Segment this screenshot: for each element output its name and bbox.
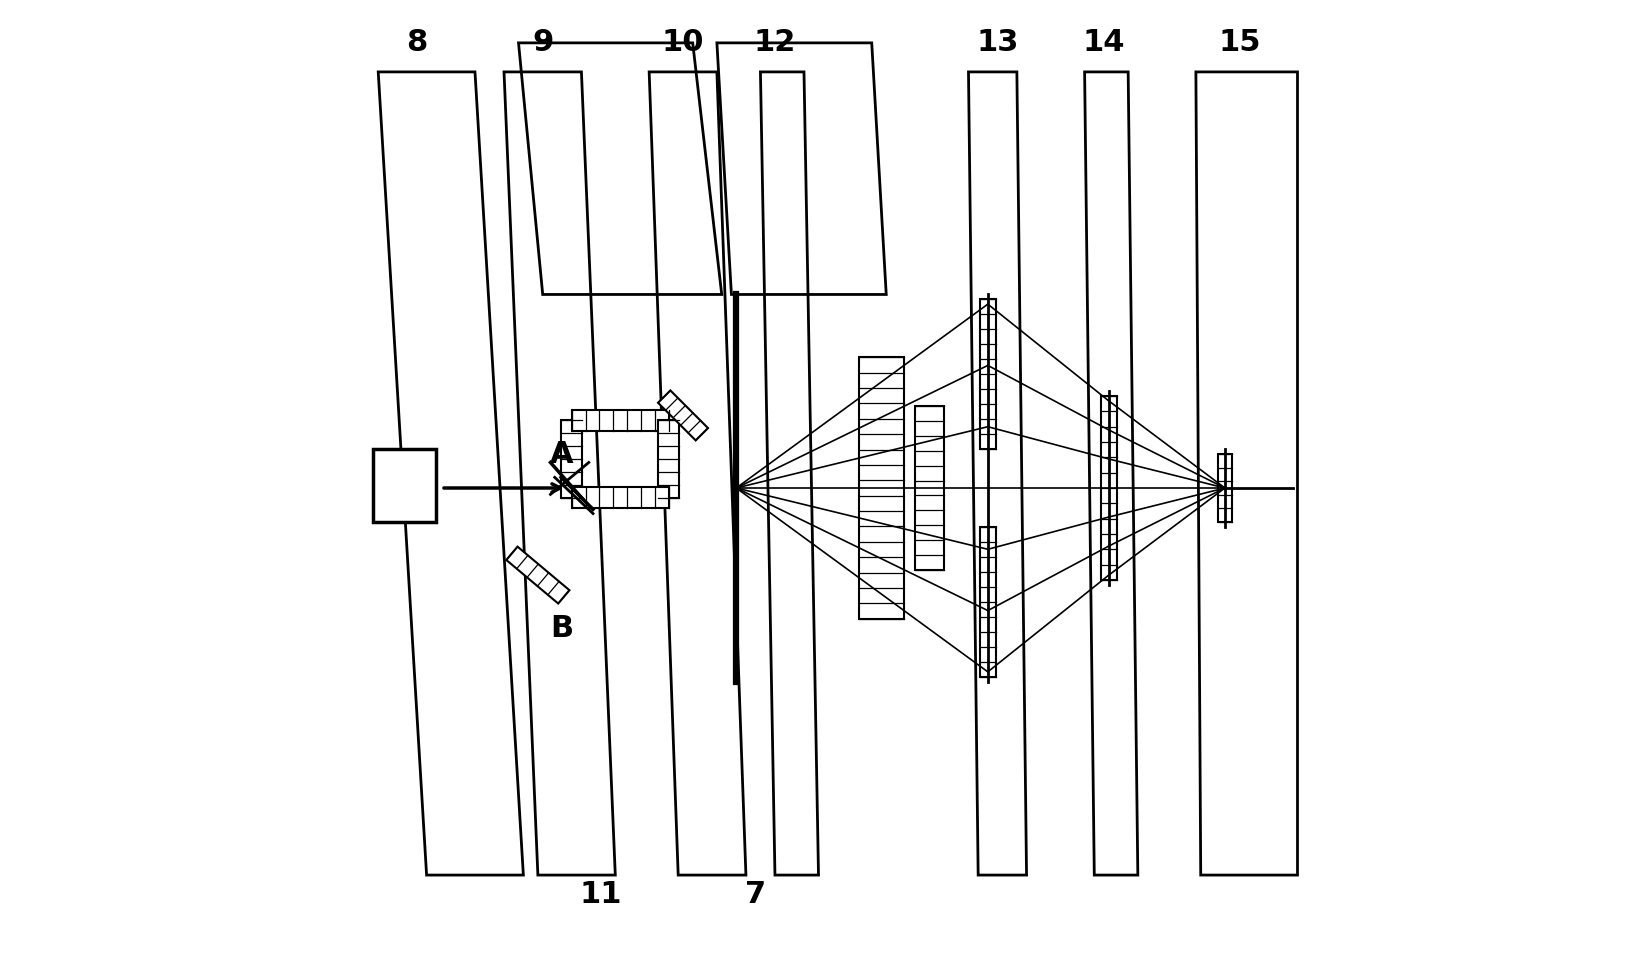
Text: A: A	[550, 439, 575, 468]
Polygon shape	[981, 527, 995, 676]
Polygon shape	[561, 421, 583, 498]
Text: 15: 15	[1218, 28, 1260, 58]
Text: B: B	[550, 614, 573, 643]
Text: 11: 11	[579, 880, 622, 909]
Polygon shape	[571, 487, 668, 508]
Text: 10: 10	[661, 28, 704, 58]
Text: 14: 14	[1082, 28, 1125, 58]
Polygon shape	[1218, 454, 1231, 522]
Polygon shape	[1102, 396, 1116, 580]
Polygon shape	[658, 390, 707, 440]
Bar	[373, 449, 437, 522]
Polygon shape	[571, 410, 668, 431]
Polygon shape	[858, 357, 904, 619]
Text: 13: 13	[976, 28, 1018, 58]
Polygon shape	[915, 406, 945, 570]
Polygon shape	[658, 421, 679, 498]
Polygon shape	[506, 547, 570, 603]
Polygon shape	[981, 300, 995, 449]
Text: 8: 8	[406, 28, 427, 58]
Text: 7: 7	[745, 880, 766, 909]
Text: 9: 9	[532, 28, 553, 58]
Text: 12: 12	[753, 28, 796, 58]
